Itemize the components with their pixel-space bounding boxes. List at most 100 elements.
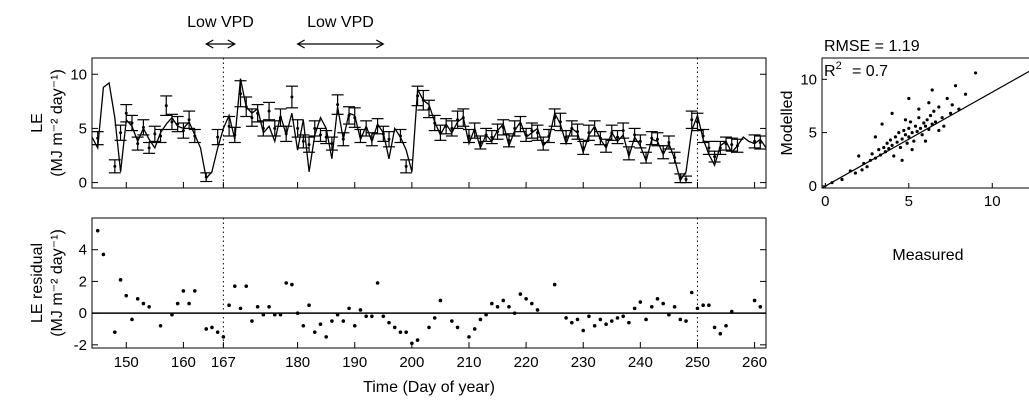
scatter-point (857, 154, 861, 158)
residual-point (193, 289, 197, 293)
residual-point (450, 319, 454, 323)
scatter-point (895, 140, 899, 144)
residual-point (295, 311, 300, 315)
residual-point (455, 325, 460, 330)
residual-point (392, 325, 397, 330)
residual-point (564, 316, 568, 320)
bottom-plot-frame (91, 217, 767, 349)
top-plot-frame (91, 57, 767, 189)
bottom-ytick-label: -2 (74, 337, 87, 354)
residual-point (724, 324, 728, 328)
residual-point (598, 317, 603, 322)
measured-errorbar (508, 120, 521, 137)
residual-point (330, 319, 334, 323)
residual-point (649, 304, 654, 309)
residual-point (427, 325, 431, 330)
residual-point (324, 335, 328, 339)
residual-point (535, 308, 540, 312)
scatter-point (915, 129, 919, 134)
residual-point (712, 325, 717, 330)
measured-errorbar (680, 175, 693, 184)
bottom-xtick-label: 200 (399, 354, 424, 371)
residual-point (147, 304, 151, 309)
measured-errorbar (542, 128, 555, 144)
measured-errorbar (143, 141, 156, 154)
residual-point (113, 330, 117, 334)
measured-errorbar (754, 135, 767, 150)
scatter-point (922, 121, 926, 125)
scatter-point (910, 148, 914, 152)
bottom-ytick-label: 4 (79, 242, 87, 259)
scatter-point (928, 113, 933, 118)
residual-point (438, 298, 443, 303)
low-vpd-annotation: Low VPD (296, 14, 385, 49)
scatter-point (912, 139, 916, 143)
scatter-point (927, 127, 931, 131)
residual-point (615, 316, 620, 320)
measured-errorbar (125, 114, 138, 132)
measured-errorbar (645, 131, 658, 146)
residual-point (221, 335, 226, 339)
top-ylabel-line2: (MJ m⁻² day⁻¹) (49, 69, 66, 177)
bottom-xtick-label: 167 (211, 354, 236, 371)
scatter-point (885, 141, 889, 145)
residual-point (158, 324, 163, 328)
scatter-point (908, 120, 913, 124)
scatter-point (898, 145, 903, 150)
residual-point (655, 297, 660, 301)
residual-point (592, 324, 597, 328)
scatter-xlabel: Measured (892, 247, 963, 264)
low-vpd-label: Low VPD (307, 14, 374, 31)
measured-errorbar (548, 108, 561, 127)
bottom-panel: -2 0 2 4 150 160 167 180 190 200 210 220 230 240 250 2… (29, 217, 767, 396)
residual-point (130, 317, 134, 322)
scatter-ytick-label: 10 (800, 71, 817, 88)
scatter-point (920, 133, 924, 137)
residual-point (358, 308, 363, 312)
residual-point (318, 322, 323, 327)
residual-point (95, 228, 100, 233)
top-ytick-label: 10 (70, 66, 87, 83)
scatter-point (910, 130, 914, 135)
residual-point (501, 298, 506, 303)
scatter-xtick-label: 0 (821, 193, 829, 210)
measured-errorbar (211, 128, 224, 146)
measured-errorbar (251, 103, 264, 123)
bottom-xtick-label: 190 (342, 354, 367, 371)
r2-label: R2 (824, 60, 842, 80)
measured-errorbar (245, 108, 258, 127)
scatter-point (888, 138, 893, 142)
measured-errorbar (748, 134, 761, 149)
scatter-point (903, 118, 908, 122)
residual-point (569, 320, 574, 325)
scatter-point (932, 109, 936, 113)
bottom-ytick-label: 0 (79, 305, 87, 322)
scatter-point (937, 105, 941, 109)
measured-errorbar (108, 159, 121, 174)
residual-point (215, 330, 220, 334)
scatter-point (917, 116, 921, 120)
residual-point (135, 297, 140, 301)
measured-errorbar (160, 95, 173, 117)
scatter-point (907, 135, 911, 139)
rmse-text: RMSE = 1.19 (824, 38, 920, 55)
top-ytick-label: 0 (79, 175, 87, 192)
scatter-point (862, 161, 866, 166)
scatter-xtick-label: 5 (905, 193, 913, 210)
residual-point (684, 319, 688, 323)
residual-point (381, 314, 386, 319)
residual-point (678, 317, 683, 322)
residual-point (575, 317, 580, 322)
bottom-xlabel: Time (Day of year) (363, 379, 495, 396)
residual-point (609, 319, 614, 323)
low-vpd-label: Low VPD (187, 14, 254, 31)
scatter-point (890, 111, 894, 116)
scatter-point (907, 126, 911, 130)
residual-point (581, 328, 586, 333)
residual-point (478, 317, 483, 322)
measured-errorbar (365, 132, 378, 147)
measured-errorbar (285, 85, 298, 109)
fit-line (822, 70, 1029, 188)
residual-point (244, 284, 249, 288)
residual-point (375, 281, 380, 285)
